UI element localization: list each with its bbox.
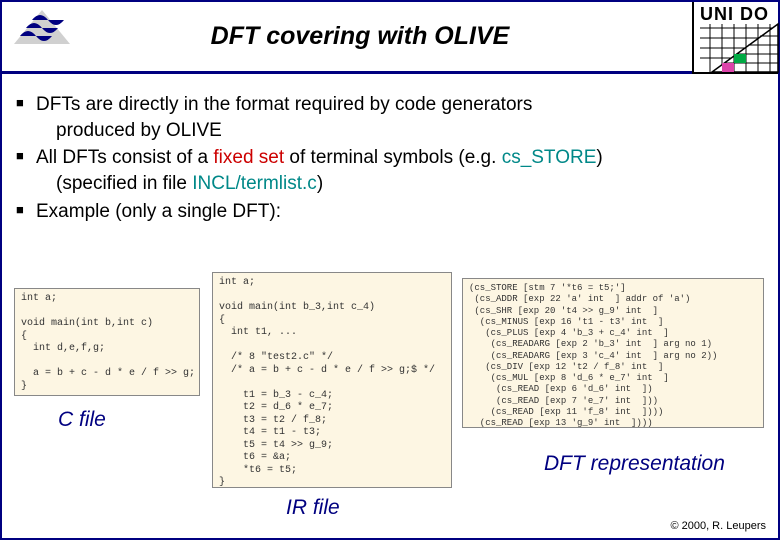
copyright: © 2000, R. Leupers <box>670 520 766 532</box>
bullet-2: All DFTs consist of a fixed set of termi… <box>16 145 764 196</box>
bullet-2-a: All DFTs consist of a <box>36 147 213 168</box>
bullet-1-line2: produced by OLIVE <box>36 118 764 144</box>
unido-grid-icon <box>694 2 780 74</box>
wave-logo-icon <box>12 6 72 56</box>
ir-file-code: int a; void main(int b_3,int c_4) { int … <box>212 272 452 488</box>
bullet-2-d: (specified in file <box>56 173 192 194</box>
c-file-code: int a; void main(int b,int c) { int d,e,… <box>14 288 200 396</box>
dft-file-code: (cs_STORE [stm 7 '*t6 = t5;'] (cs_ADDR [… <box>462 278 764 428</box>
bullet-2-b: of terminal symbols (e.g. <box>284 147 502 168</box>
c-file-label: C file <box>58 408 106 432</box>
bullet-3-text: Example (only a single DFT): <box>36 201 281 222</box>
content-area: DFTs are directly in the format required… <box>2 74 778 224</box>
slide: DFT covering with OLIVE UNI DO <box>0 0 780 540</box>
bullet-list: DFTs are directly in the format required… <box>16 92 764 224</box>
slide-title: DFT covering with OLIVE <box>2 22 778 51</box>
logo-right: UNI DO <box>692 2 778 74</box>
ir-file-label: IR file <box>286 496 340 520</box>
logo-left <box>12 6 72 56</box>
bullet-2-line2: (specified in file INCL/termlist.c) <box>36 171 764 197</box>
bullet-2-e: ) <box>317 173 323 194</box>
bullet-3: Example (only a single DFT): <box>16 199 764 225</box>
bullet-2-incl: INCL/termlist.c <box>192 173 317 194</box>
bullet-2-c: ) <box>596 147 602 168</box>
bullet-1: DFTs are directly in the format required… <box>16 92 764 143</box>
header-bar: DFT covering with OLIVE UNI DO <box>2 2 778 74</box>
bullet-2-fixed: fixed set <box>213 147 284 168</box>
bullet-2-cs: cs_STORE <box>502 147 597 168</box>
dft-rep-label: DFT representation <box>544 452 725 476</box>
bullet-1-line1: DFTs are directly in the format required… <box>36 94 532 115</box>
